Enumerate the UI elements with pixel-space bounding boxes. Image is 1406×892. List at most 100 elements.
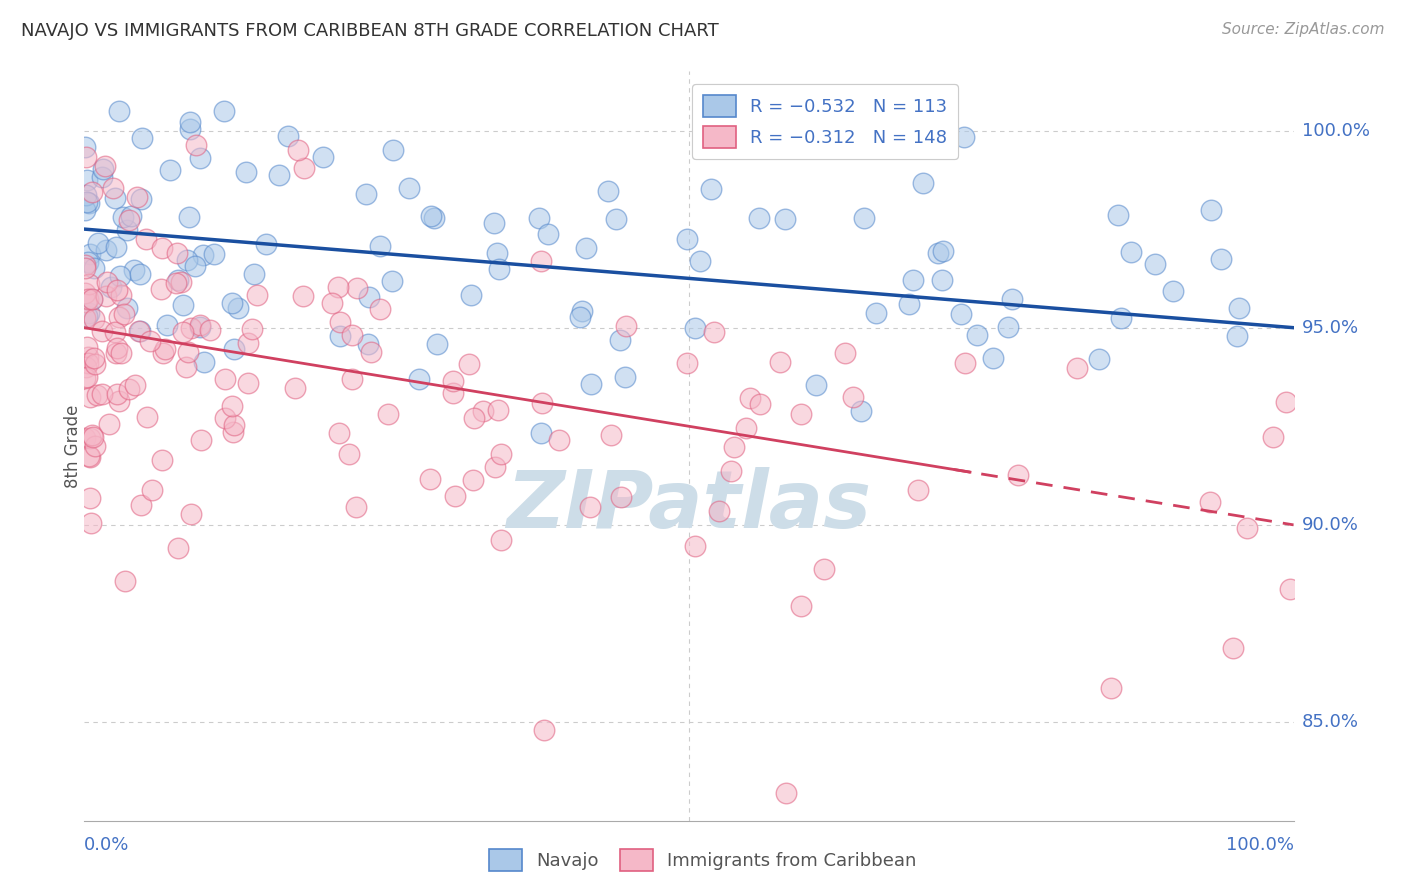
Point — [1099, 681, 1122, 695]
Point — [150, 241, 173, 255]
Point — [853, 211, 876, 226]
Point — [983, 351, 1005, 365]
Point — [105, 283, 128, 297]
Point — [354, 186, 377, 201]
Point — [77, 449, 100, 463]
Point — [1121, 244, 1143, 259]
Point — [86, 388, 108, 402]
Point — [419, 472, 441, 486]
Point — [200, 322, 222, 336]
Text: ZIPatlas: ZIPatlas — [506, 467, 872, 545]
Point — [84, 439, 107, 453]
Legend: Navajo, Immigrants from Caribbean: Navajo, Immigrants from Caribbean — [482, 842, 924, 879]
Point — [723, 441, 745, 455]
Point — [346, 281, 368, 295]
Point — [489, 447, 512, 461]
Point — [77, 277, 100, 292]
Point — [110, 346, 132, 360]
Point — [76, 255, 98, 269]
Point — [441, 386, 464, 401]
Point — [340, 327, 363, 342]
Text: Source: ZipAtlas.com: Source: ZipAtlas.com — [1222, 22, 1385, 37]
Point — [73, 202, 96, 217]
Point — [75, 431, 97, 445]
Point — [172, 325, 194, 339]
Point — [927, 246, 949, 260]
Point — [463, 410, 485, 425]
Point — [129, 192, 152, 206]
Point — [112, 307, 135, 321]
Point — [79, 516, 101, 531]
Point — [165, 276, 187, 290]
Point — [1222, 641, 1244, 656]
Point — [176, 253, 198, 268]
Point — [141, 483, 163, 497]
Point — [530, 425, 553, 440]
Point — [131, 130, 153, 145]
Point — [676, 232, 699, 246]
Point — [488, 262, 510, 277]
Point — [73, 371, 96, 385]
Point — [73, 260, 96, 275]
Point — [214, 372, 236, 386]
Legend: R = −0.532   N = 113, R = −0.312   N = 148: R = −0.532 N = 113, R = −0.312 N = 148 — [692, 84, 957, 159]
Point — [188, 320, 211, 334]
Point — [76, 340, 98, 354]
Point — [1226, 328, 1249, 343]
Point — [773, 211, 796, 226]
Point — [536, 227, 558, 241]
Point — [122, 263, 145, 277]
Point — [153, 342, 176, 356]
Point — [79, 450, 101, 464]
Point — [114, 574, 136, 588]
Point — [381, 274, 404, 288]
Point — [246, 288, 269, 302]
Point — [901, 273, 924, 287]
Point — [423, 211, 446, 225]
Point — [775, 786, 797, 800]
Point — [748, 211, 770, 226]
Point — [292, 161, 315, 175]
Point — [110, 288, 132, 302]
Text: 85.0%: 85.0% — [1302, 713, 1358, 731]
Point — [129, 499, 152, 513]
Point — [865, 306, 887, 320]
Point — [91, 169, 114, 184]
Point — [790, 407, 813, 421]
Point — [166, 541, 188, 556]
Point — [79, 431, 101, 445]
Point — [108, 103, 131, 118]
Point — [180, 321, 202, 335]
Point — [676, 356, 699, 370]
Point — [77, 195, 100, 210]
Point — [177, 210, 200, 224]
Point — [683, 540, 706, 554]
Point — [75, 150, 97, 164]
Point — [284, 381, 307, 395]
Point — [461, 473, 484, 487]
Point — [159, 163, 181, 178]
Point — [614, 319, 637, 334]
Point — [75, 359, 97, 374]
Point — [80, 293, 103, 307]
Point — [689, 254, 711, 268]
Point — [683, 320, 706, 334]
Text: 100.0%: 100.0% — [1226, 836, 1294, 854]
Point — [344, 500, 367, 515]
Point — [408, 372, 430, 386]
Point — [224, 342, 246, 356]
Point — [533, 723, 555, 737]
Point — [329, 315, 352, 329]
Point — [79, 390, 101, 404]
Point — [127, 190, 149, 204]
Point — [337, 447, 360, 461]
Point — [115, 301, 138, 315]
Point — [426, 336, 449, 351]
Point — [1143, 257, 1166, 271]
Point — [292, 289, 315, 303]
Point — [80, 293, 103, 307]
Point — [460, 288, 482, 302]
Point — [1199, 495, 1222, 509]
Point — [94, 243, 117, 257]
Point — [84, 357, 107, 371]
